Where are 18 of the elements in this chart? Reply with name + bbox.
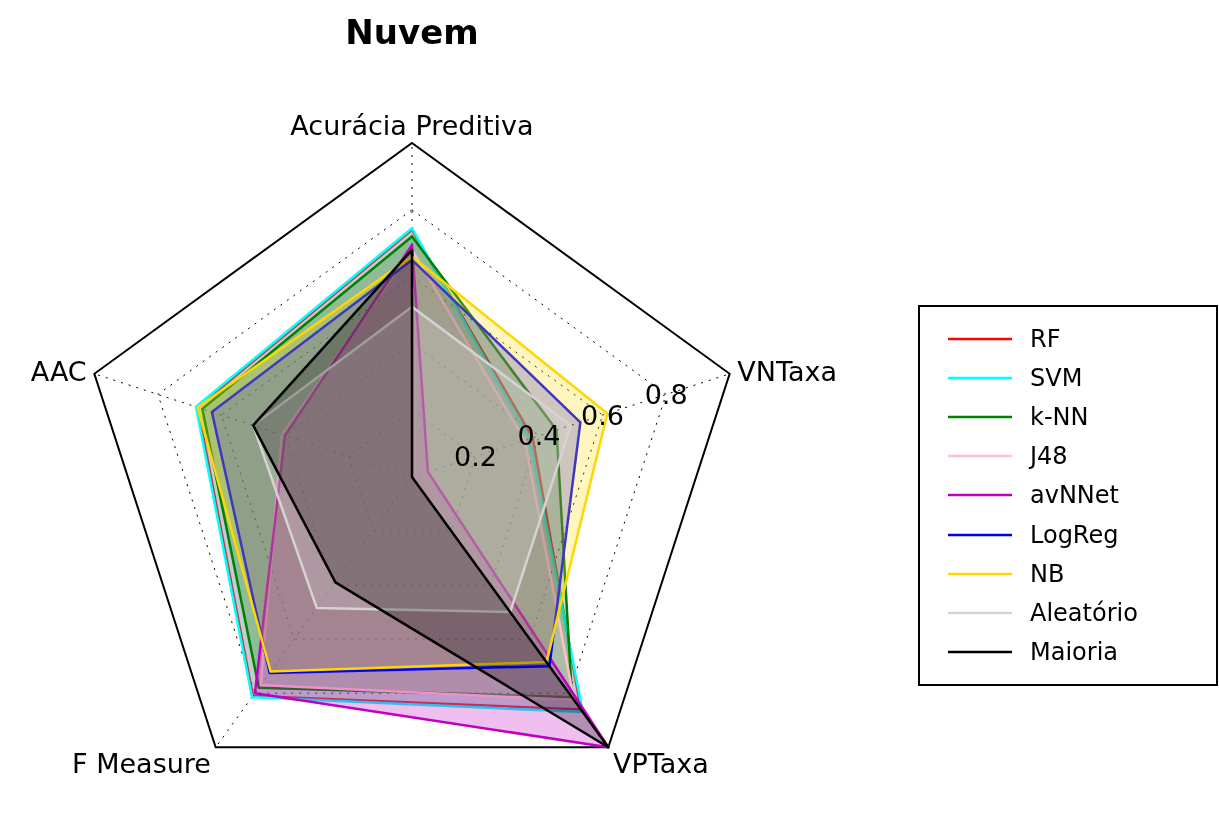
legend-label: avNNet — [1030, 481, 1119, 510]
y-tick-label: 0.2 — [454, 440, 498, 472]
legend-label: J48 — [1030, 442, 1068, 471]
spoke-label: F Measure — [72, 747, 211, 779]
spoke-label: AAC — [30, 355, 87, 387]
legend-label: RF — [1030, 324, 1061, 353]
legend-label: LogReg — [1030, 520, 1119, 549]
legend-label: Maioria — [1030, 638, 1119, 667]
legend-label: k-NN — [1030, 402, 1089, 431]
legend-label: NB — [1030, 559, 1065, 588]
y-tick-label: 0.8 — [644, 378, 688, 410]
legend-label: Aleatório — [1030, 598, 1138, 627]
spoke-label: Acurácia Preditiva — [290, 110, 534, 141]
y-tick-label: 0.4 — [517, 420, 561, 452]
chart-title: Nuvem — [344, 12, 480, 52]
spoke-label: VPTaxa — [613, 747, 709, 779]
legend-label: SVM — [1030, 363, 1083, 392]
spoke-label: VNTaxa — [737, 355, 838, 387]
